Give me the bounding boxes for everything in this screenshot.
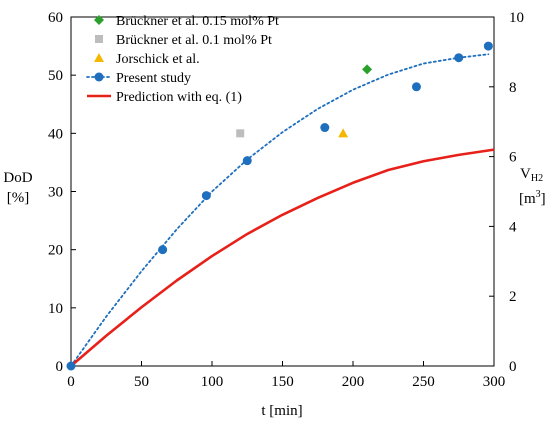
data-point-s3-0 <box>66 361 76 371</box>
data-point-s2-0 <box>338 128 349 138</box>
y-tick-label: 60 <box>48 10 63 26</box>
y2-axis-label-line2: [m3] <box>519 189 546 207</box>
x-axis-label: t [min] <box>261 403 302 419</box>
legend-entry-label: Jorschick et al. <box>116 52 200 67</box>
data-point-s3-3 <box>242 156 252 166</box>
present-study-fit-line <box>70 53 490 367</box>
x-tick-label: 50 <box>134 374 149 390</box>
y2-tick-label: 0 <box>509 359 517 375</box>
y-tick-label: 20 <box>48 243 63 259</box>
y2-tick-label: 2 <box>509 289 517 305</box>
legend-swatch-marker <box>94 53 104 62</box>
legend-swatch-marker <box>95 35 103 43</box>
x-tick-label: 100 <box>201 374 224 390</box>
data-point-s3-7 <box>483 41 493 51</box>
x-tick-label: 150 <box>271 374 294 390</box>
legend-swatch-marker <box>94 72 104 82</box>
y2-unit-open: [m <box>519 191 536 207</box>
y-tick-label: 50 <box>48 68 63 84</box>
legend-entry-label: Prediction with eq. (1) <box>116 90 242 105</box>
y2-unit-sup: 3 <box>536 189 541 200</box>
data-point-s3-6 <box>454 53 464 63</box>
prediction-line <box>70 148 495 367</box>
legend-entry-label: Brückner et al. 0.1 mol% Pt <box>116 33 272 48</box>
x-tick-label: 300 <box>483 374 506 390</box>
legend-layer: Brückner et al. 0.15 mol% Pt Brückner et … <box>86 14 279 105</box>
y-tick-label: 40 <box>48 126 63 142</box>
y-tick-label: 0 <box>56 359 64 375</box>
legend-entry-label: Present study <box>116 71 191 86</box>
data-point-s3-2 <box>201 191 211 201</box>
y2-tick-label: 8 <box>509 80 517 96</box>
y-axis-label-line2: [%] <box>7 190 30 206</box>
x-tick-label: 200 <box>342 374 365 390</box>
y2-unit-close: ] <box>541 191 546 207</box>
x-tick-label: 250 <box>412 374 435 390</box>
y-axis-label-line1: DoD <box>3 170 32 186</box>
legend-entry-label: Brückner et al. 0.15 mol% Pt <box>116 14 279 29</box>
series-layer <box>66 41 495 371</box>
x-tick-label: 0 <box>67 374 75 390</box>
data-point-s0-0 <box>362 64 373 75</box>
y2-tick-label: 4 <box>509 219 517 235</box>
data-point-s1-0 <box>236 129 245 138</box>
data-point-s3-4 <box>320 123 330 133</box>
data-point-s3-5 <box>411 82 421 92</box>
y-tick-label: 30 <box>48 185 63 201</box>
y2-tick-label: 6 <box>509 150 517 166</box>
y2-label-sub: H2 <box>531 173 543 184</box>
y2-label-main: V <box>520 166 531 182</box>
data-point-s3-1 <box>158 245 168 255</box>
y2-tick-label: 10 <box>509 10 524 26</box>
y2-axis-label-line1: VH2 <box>520 166 543 184</box>
y-tick-label: 10 <box>48 301 63 317</box>
legend-swatch-marker <box>94 15 104 25</box>
